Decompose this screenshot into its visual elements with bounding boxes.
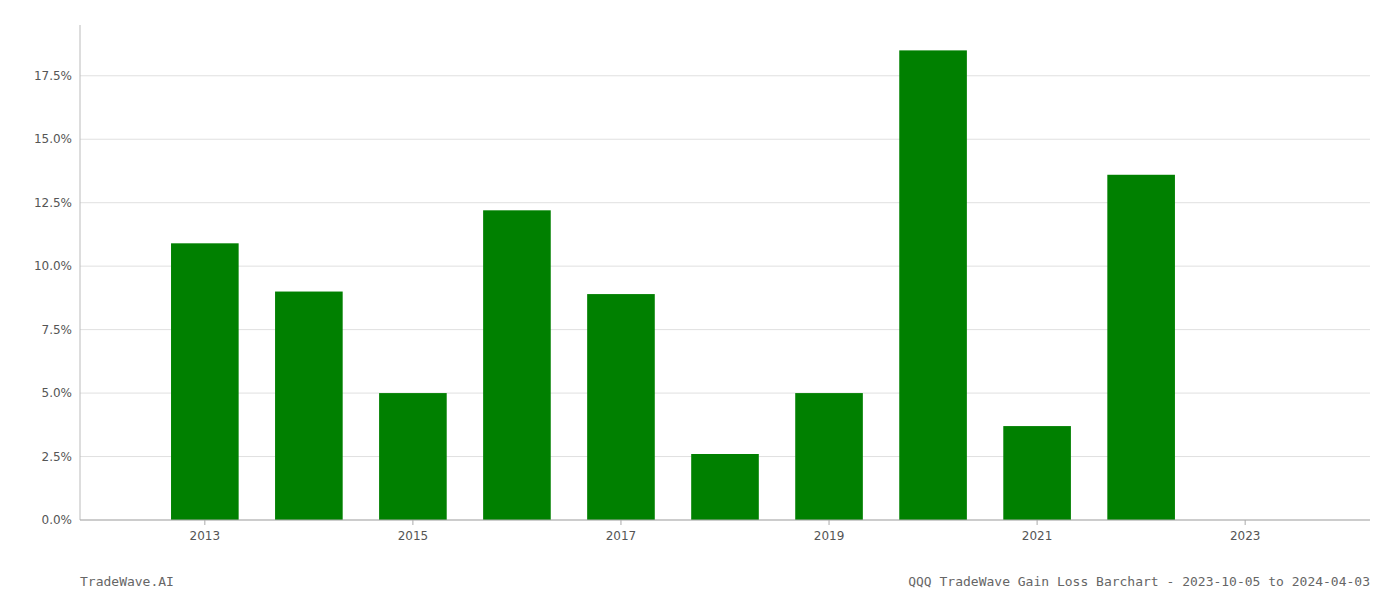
footer-text: QQQ TradeWave Gain Loss Barchart - 2023-… bbox=[908, 574, 1370, 589]
bar bbox=[587, 294, 655, 520]
y-tick-label: 0.0% bbox=[42, 513, 73, 527]
y-tick-label: 7.5% bbox=[42, 323, 73, 337]
x-tick-label: 2021 bbox=[1022, 529, 1053, 543]
bar bbox=[483, 210, 551, 520]
bar bbox=[899, 50, 967, 520]
y-tick-label: 5.0% bbox=[42, 386, 73, 400]
grid-line bbox=[80, 266, 1370, 267]
y-tick-label: 17.5% bbox=[34, 69, 72, 83]
y-tick-label: 10.0% bbox=[34, 259, 72, 273]
footer-text: TradeWave.AI bbox=[80, 574, 174, 589]
bar bbox=[171, 243, 239, 520]
x-tick bbox=[412, 520, 413, 525]
x-tick-label: 2015 bbox=[398, 529, 429, 543]
grid-line bbox=[80, 139, 1370, 140]
bar bbox=[379, 393, 447, 520]
y-grid bbox=[80, 76, 1370, 520]
y-tick-label: 12.5% bbox=[34, 196, 72, 210]
bar bbox=[275, 292, 343, 520]
bar bbox=[1107, 175, 1175, 520]
x-tick-label: 2013 bbox=[190, 529, 221, 543]
x-tick-label: 2019 bbox=[814, 529, 845, 543]
grid-line bbox=[80, 75, 1370, 76]
x-tick bbox=[1037, 520, 1038, 525]
x-tick-label: 2017 bbox=[606, 529, 637, 543]
chart: 0.0% 2.5% 5.0% 7.5% 10.0% 12.5% 15.0% 17.5% 2013… bbox=[0, 0, 1400, 600]
grid-line bbox=[80, 393, 1370, 394]
bar bbox=[691, 454, 759, 520]
x-tick bbox=[829, 520, 830, 525]
x-tick bbox=[1245, 520, 1246, 525]
bar bbox=[795, 393, 863, 520]
bars bbox=[171, 50, 1175, 520]
y-axis-line bbox=[80, 25, 81, 520]
x-tick bbox=[204, 520, 205, 525]
grid-line bbox=[80, 329, 1370, 330]
x-tick bbox=[620, 520, 621, 525]
x-tick-label: 2023 bbox=[1230, 529, 1261, 543]
bar bbox=[1003, 426, 1071, 520]
grid-line bbox=[80, 520, 1370, 521]
y-tick-label: 2.5% bbox=[42, 450, 73, 464]
grid-line bbox=[80, 202, 1370, 203]
y-tick-label: 15.0% bbox=[34, 132, 72, 146]
x-axis-line bbox=[80, 520, 1370, 521]
